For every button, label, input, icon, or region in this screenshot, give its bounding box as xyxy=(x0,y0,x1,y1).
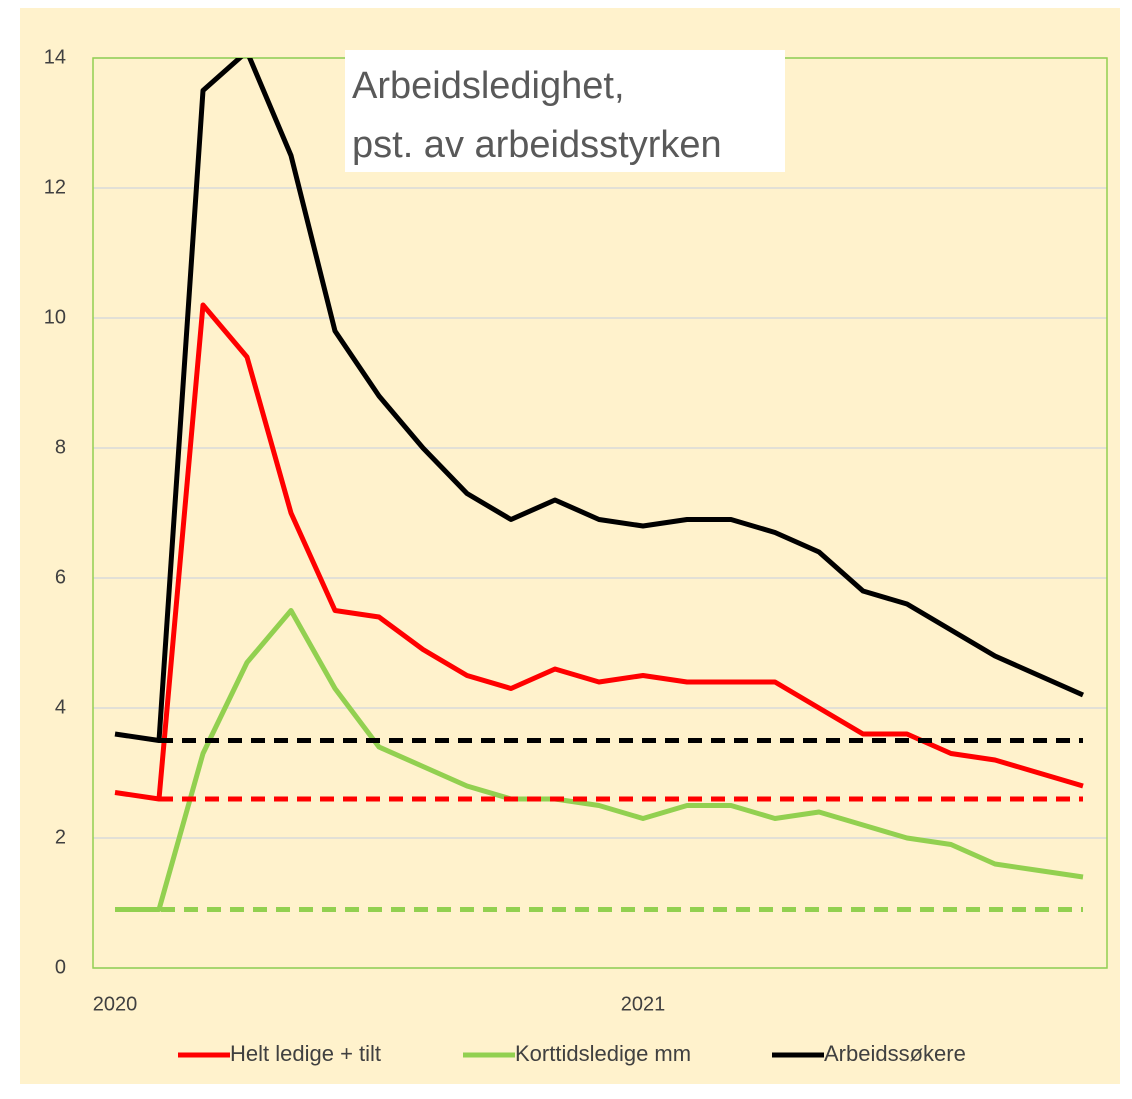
chart-title: pst. av arbeidsstyrken xyxy=(352,124,722,166)
y-tick-label: 14 xyxy=(44,46,66,68)
y-tick-label: 2 xyxy=(55,826,66,848)
y-tick-label: 4 xyxy=(55,696,66,718)
series-line xyxy=(114,58,1085,743)
x-tick-label: 2020 xyxy=(93,993,138,1015)
y-tick-label: 12 xyxy=(44,176,66,198)
y-tick-label: 8 xyxy=(55,436,66,458)
y-tick-label: 0 xyxy=(55,956,66,978)
chart-title: Arbeidsledighet, xyxy=(352,65,625,107)
legend-label: Korttidsledige mm xyxy=(515,1041,691,1066)
y-tick-label: 6 xyxy=(55,566,66,588)
legend-label: Helt ledige + tilt xyxy=(230,1041,381,1066)
legend-label: Arbeidssøkere xyxy=(824,1041,966,1066)
x-tick-label: 2021 xyxy=(621,993,666,1015)
title-box xyxy=(345,50,785,172)
y-tick-label: 10 xyxy=(44,306,66,328)
series-line xyxy=(115,608,1084,912)
